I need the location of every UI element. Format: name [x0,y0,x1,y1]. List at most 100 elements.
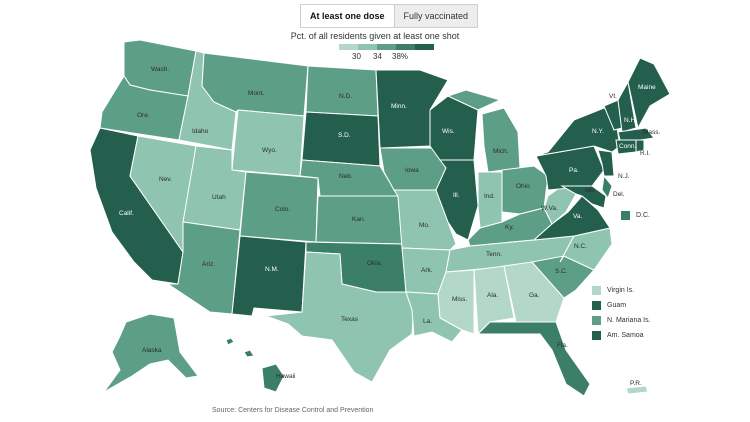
label-ut: Utah [212,194,226,201]
label-il: Ill. [453,192,460,199]
state-tx[interactable] [265,251,415,383]
label-ia: Iowa [405,167,419,174]
state-de[interactable] [601,174,613,200]
state-md[interactable] [560,185,607,209]
state-nh[interactable] [617,80,637,133]
territory-american-samoa[interactable]: Am. Samoa [592,328,651,343]
label-md: Md. [585,187,596,194]
label-tx: Texas [341,316,359,323]
label-id: Idaho [192,128,209,135]
state-in[interactable] [477,171,503,229]
legend-tick-34: 34 [373,52,382,61]
territory-label: Virgin Is. [607,287,635,294]
label-ma: Mass. [643,129,661,136]
legend-tick-30: 30 [352,52,361,61]
label-sd: S.D. [338,132,351,139]
territory-swatch [592,286,601,295]
label-az: Ariz. [202,261,215,268]
state-wy[interactable] [231,109,305,177]
label-nh: N.H. [624,117,637,124]
label-nc: N.C. [574,243,587,250]
label-ok: Okla. [367,260,382,267]
label-ny: N.Y. [592,128,604,135]
label-nd: N.D. [339,93,352,100]
label-ri: R.I. [640,150,650,157]
state-pr[interactable] [625,385,649,395]
legend-swatch [377,44,396,50]
label-mi: Mich. [493,148,509,155]
state-hi[interactable] [225,337,285,393]
label-ms: Miss. [452,296,467,303]
legend-title: Pct. of all residents given at least one… [290,31,460,41]
label-sc: S.C. [555,268,568,275]
state-al[interactable] [473,265,515,336]
legend-swatch [358,44,377,50]
label-pa: Pa. [569,167,579,174]
legend-swatch [415,44,434,50]
state-il[interactable] [435,159,479,241]
legend-color-scale [339,44,434,50]
label-mo: Mo. [419,222,430,229]
legend-tick-38: 38% [392,52,409,61]
label-oh: Ohio [516,183,530,190]
label-wv: W.Va. [541,205,558,212]
label-mt: Mont. [248,90,264,97]
dc-key: D.C. [621,211,650,220]
label-ca: Calif. [119,210,134,217]
state-mi-up[interactable] [446,89,502,111]
legend-swatch [396,44,415,50]
territory-label: Am. Samoa [607,332,644,339]
label-va: Va. [573,213,582,220]
state-nm[interactable] [231,235,307,317]
territory-label: N. Mariana Is. [607,317,651,324]
territory-legend: Virgin Is. Guam N. Mariana Is. Am. Samoa [592,283,651,343]
label-or: Ore. [137,112,150,119]
state-sd[interactable] [301,111,381,167]
label-wa: Wash. [151,66,169,73]
label-ct: Conn. [619,143,637,150]
territory-virgin-islands[interactable]: Virgin Is. [592,283,651,298]
legend-swatch [339,44,358,50]
territory-guam[interactable]: Guam [592,298,651,313]
state-ri[interactable] [635,139,645,153]
territory-n-mariana-islands[interactable]: N. Mariana Is. [592,313,651,328]
label-co: Colo. [275,206,290,213]
dc-swatch[interactable] [621,211,630,220]
label-nj: N.J. [618,173,630,180]
state-ga[interactable] [503,261,565,323]
dose-tabs: At least one dose Fully vaccinated [300,4,479,28]
label-ar: Ark. [421,267,433,274]
state-sc[interactable] [531,255,595,299]
dc-label: D.C. [636,212,650,219]
label-ga: Ga. [529,292,540,299]
label-hi: Hawaii [276,373,296,380]
tab-at-least-one-dose[interactable]: At least one dose [301,5,394,27]
state-nd[interactable] [305,65,379,117]
label-tn: Tenn. [486,251,502,258]
label-nv: Nev. [159,176,172,183]
label-fl: Fla. [557,342,568,349]
state-ma[interactable] [617,127,655,141]
label-wi: Wis. [442,128,455,135]
label-me: Maine [638,84,656,91]
label-nm: N.M. [265,266,279,273]
state-me[interactable] [627,57,671,130]
state-fl[interactable] [476,321,591,397]
territory-swatch [592,316,601,325]
state-mi[interactable] [481,107,521,173]
label-ak: Alaska [142,347,162,354]
territory-label: Guam [607,302,627,309]
territory-swatch [592,301,601,310]
label-wy: Wyo. [262,147,277,154]
label-in: Ind. [484,193,495,200]
label-mn: Minn. [391,103,407,110]
state-az[interactable] [166,221,241,315]
label-vt: Vt. [609,93,617,100]
label-de: Del. [613,191,625,198]
state-ak[interactable] [103,313,199,393]
tab-fully-vaccinated[interactable]: Fully vaccinated [393,5,478,27]
label-la: La. [423,318,432,325]
label-ne: Neb. [339,173,353,180]
label-al: Ala. [487,292,498,299]
